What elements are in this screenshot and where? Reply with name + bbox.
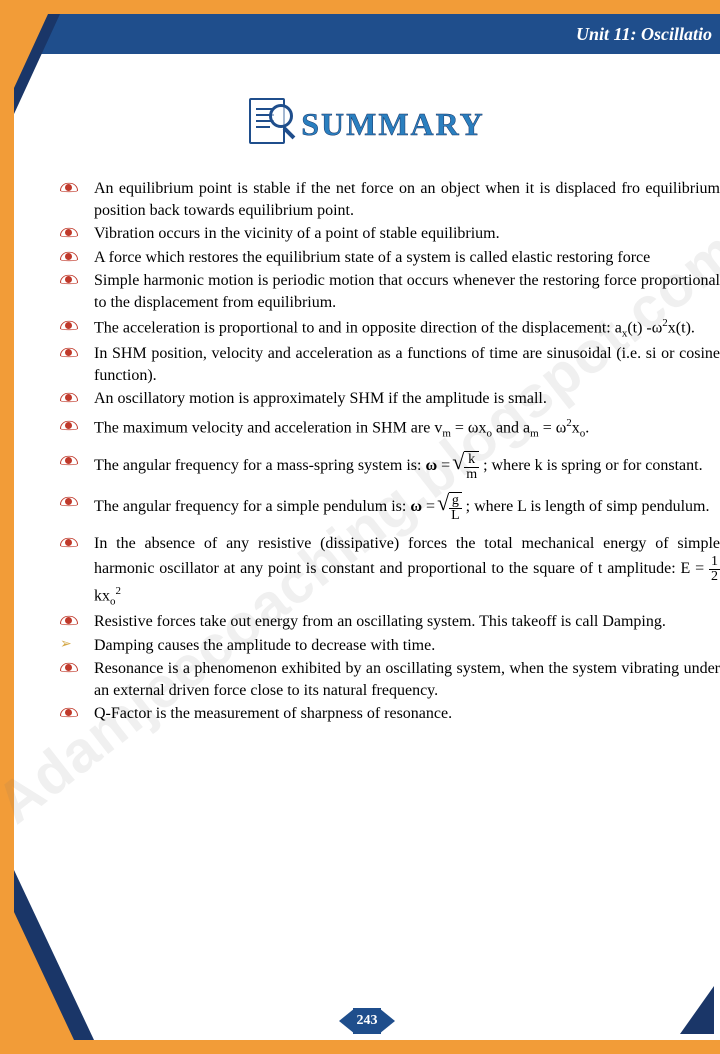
summary-title: SUMMARY — [301, 106, 485, 143]
header-bar: Unit 11: Oscillatio — [14, 14, 720, 54]
list-item: Q-Factor is the measurement of sharpness… — [60, 703, 720, 725]
eye-bullet-icon — [60, 416, 80, 441]
list-item: Simple harmonic motion is periodic motio… — [60, 270, 720, 313]
eye-bullet-icon — [60, 658, 80, 701]
eye-bullet-icon — [60, 316, 80, 341]
item-text: An equilibrium point is stable if the ne… — [94, 178, 720, 221]
summary-heading: SUMMARY — [14, 98, 720, 150]
corner-decoration-top-inner — [14, 14, 48, 88]
list-item: In SHM position, velocity and accelerati… — [60, 343, 720, 386]
eye-bullet-icon — [60, 703, 80, 725]
list-item: A force which restores the equilibrium s… — [60, 247, 720, 269]
page: Unit 11: Oscillatio Adamjeecoaching.blog… — [14, 14, 720, 1040]
list-item: The angular frequency for a mass-spring … — [60, 451, 720, 482]
corner-decoration-bottom-inner — [14, 912, 74, 1040]
eye-bullet-icon — [60, 343, 80, 386]
list-item: ➢ Damping causes the amplitude to decreas… — [60, 635, 720, 657]
item-text: Simple harmonic motion is periodic motio… — [94, 270, 720, 313]
list-item: The angular frequency for a simple pendu… — [60, 492, 720, 523]
list-item: Resonance is a phenomenon exhibited by a… — [60, 658, 720, 701]
list-item: The maximum velocity and acceleration in… — [60, 416, 720, 441]
arrow-bullet-icon: ➢ — [60, 635, 80, 657]
list-item: Resistive forces take out energy from an… — [60, 611, 720, 633]
list-item: Vibration occurs in the vicinity of a po… — [60, 223, 720, 245]
item-text: The maximum velocity and acceleration in… — [94, 416, 720, 441]
eye-bullet-icon — [60, 611, 80, 633]
item-text: Vibration occurs in the vicinity of a po… — [94, 223, 720, 245]
item-text: Q-Factor is the measurement of sharpness… — [94, 703, 720, 725]
item-text: Resonance is a phenomenon exhibited by a… — [94, 658, 720, 701]
document-search-icon — [249, 98, 293, 150]
eye-bullet-icon — [60, 270, 80, 313]
item-text: Resistive forces take out energy from an… — [94, 611, 720, 633]
item-text: The acceleration is proportional to and … — [94, 316, 720, 341]
eye-bullet-icon — [60, 451, 80, 482]
corner-decoration-br — [680, 986, 714, 1034]
eye-bullet-icon — [60, 178, 80, 221]
item-text: The angular frequency for a mass-spring … — [94, 451, 720, 482]
eye-bullet-icon — [60, 533, 80, 609]
eye-bullet-icon — [60, 388, 80, 410]
page-number-badge: 243 — [339, 1008, 395, 1034]
list-item: An equilibrium point is stable if the ne… — [60, 178, 720, 221]
eye-bullet-icon — [60, 247, 80, 269]
item-text: A force which restores the equilibrium s… — [94, 247, 720, 269]
unit-title: Unit 11: Oscillatio — [576, 24, 712, 45]
page-number: 243 — [353, 1008, 381, 1034]
item-text: In SHM position, velocity and accelerati… — [94, 343, 720, 386]
item-text: In the absence of any resistive (dissipa… — [94, 533, 720, 609]
content-list: An equilibrium point is stable if the ne… — [60, 178, 720, 727]
item-text: Damping causes the amplitude to decrease… — [94, 635, 720, 657]
eye-bullet-icon — [60, 223, 80, 245]
eye-bullet-icon — [60, 492, 80, 523]
item-text: The angular frequency for a simple pendu… — [94, 492, 720, 523]
list-item: In the absence of any resistive (dissipa… — [60, 533, 720, 609]
list-item: An oscillatory motion is approximately S… — [60, 388, 720, 410]
item-text: An oscillatory motion is approximately S… — [94, 388, 720, 410]
list-item: The acceleration is proportional to and … — [60, 316, 720, 341]
